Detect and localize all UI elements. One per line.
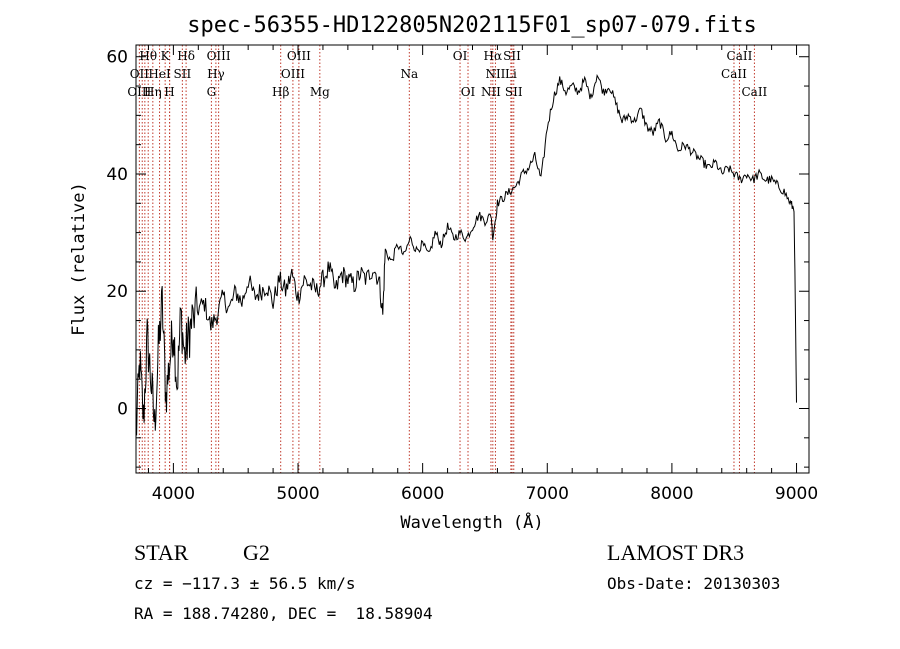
- spectral-line-label: Hδ: [177, 49, 195, 63]
- spectral-line-label: Hβ: [272, 85, 289, 99]
- spectral-line-label: HeI: [148, 67, 171, 81]
- spectral-line-label: OIII: [207, 49, 231, 63]
- x-tick-label: 9000: [775, 484, 818, 504]
- ra-dec: RA = 188.74280, DEC = 18.58904: [134, 604, 433, 623]
- spectral-line-label: G: [207, 85, 217, 99]
- object-type: STAR: [134, 540, 189, 565]
- y-tick-label: 60: [106, 48, 128, 68]
- spectral-line-label: OII: [130, 67, 150, 81]
- spectral-line-label: K: [161, 49, 171, 63]
- x-tick-label: 8000: [650, 484, 693, 504]
- object-subclass: G2: [243, 540, 270, 565]
- x-tick-label: 6000: [401, 484, 444, 504]
- spectral-line-label: Li: [505, 67, 517, 81]
- x-tick-label: 7000: [526, 484, 569, 504]
- spectral-line-label: CaII: [727, 49, 753, 63]
- spectral-line-label: Na: [400, 67, 418, 81]
- spectral-line-label: NII: [485, 67, 505, 81]
- y-tick-label: 0: [117, 400, 128, 420]
- spectral-line-label: SII: [174, 67, 192, 81]
- spectral-line-label: NII: [481, 85, 501, 99]
- spectral-line-label: SII: [503, 49, 521, 63]
- spectral-line-markers: [138, 45, 755, 473]
- spectral-line-label: OIII: [127, 85, 151, 99]
- spectral-line-label: CaII: [721, 67, 747, 81]
- axis-ticks: 4000 5000 6000 7000 8000 9000 0 20 40 60: [106, 45, 818, 504]
- survey-name: LAMOST DR3: [607, 540, 745, 565]
- y-axis-label: Flux (relative): [69, 182, 89, 336]
- spectral-line-label: Hθ: [139, 49, 157, 63]
- y-tick-label: 20: [106, 282, 128, 302]
- y-tick-label: 40: [106, 165, 128, 185]
- observation-date: Obs-Date: 20130303: [607, 574, 781, 593]
- spectral-line-label: SII: [505, 85, 523, 99]
- plot-frame: [135, 44, 810, 474]
- spectrum-series-line: [135, 73, 797, 436]
- spectral-line-label: Hη: [144, 85, 162, 99]
- spectral-line-label: OIII: [281, 67, 305, 81]
- x-tick-label: 4000: [152, 484, 195, 504]
- spectral-line-label: CaII: [741, 85, 767, 99]
- spectral-line-label: OI: [453, 49, 468, 63]
- x-tick-label: 5000: [276, 484, 319, 504]
- spectral-line-label: H: [164, 85, 174, 99]
- spectral-line-label: OI: [461, 85, 476, 99]
- spectral-line-label: Mg: [310, 85, 330, 99]
- spectral-line-label: Hα: [484, 49, 503, 63]
- spectral-line-label: Hγ: [207, 67, 225, 81]
- chart-title: spec-56355-HD122805N202115F01_sp07-079.f…: [187, 13, 757, 38]
- redshift-cz: cz = −117.3 ± 56.5 km/s: [134, 574, 356, 593]
- spectral-line-label: OIII: [287, 49, 311, 63]
- x-axis-label: Wavelength (Å): [400, 511, 543, 533]
